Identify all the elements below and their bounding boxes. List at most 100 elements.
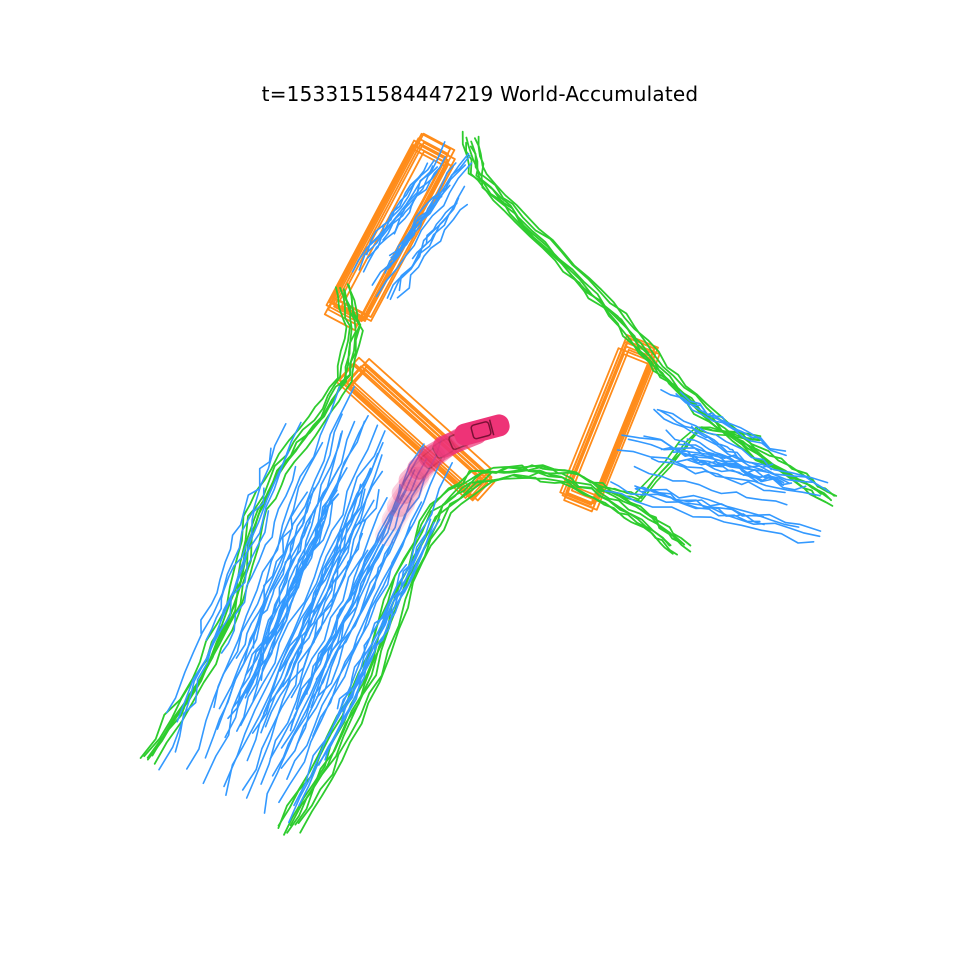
lane-divider-line bbox=[236, 501, 334, 732]
lane-divider-line bbox=[186, 441, 324, 770]
lane-divider-line bbox=[365, 159, 436, 256]
car-body bbox=[381, 479, 423, 531]
road-boundary-line bbox=[477, 135, 838, 497]
ego-vehicle-ghost bbox=[386, 466, 430, 518]
car-cabin bbox=[470, 421, 492, 440]
lane-divider-line bbox=[246, 488, 366, 762]
car-windshield bbox=[413, 466, 428, 479]
road-boundary-line bbox=[139, 286, 348, 759]
lane-divider-line bbox=[388, 162, 457, 257]
car-body bbox=[454, 414, 510, 446]
lane-divider-line bbox=[258, 466, 340, 665]
lane-divider-line bbox=[213, 385, 341, 709]
lane-divider-line bbox=[218, 386, 356, 710]
car-body bbox=[375, 493, 415, 547]
lane-divider-line bbox=[312, 461, 441, 738]
lane-dividers-layer bbox=[158, 141, 830, 824]
road-boundary-line bbox=[146, 288, 353, 759]
lane-divider-line bbox=[244, 430, 344, 677]
lane-divider-line bbox=[384, 195, 443, 274]
lane-divider-line bbox=[684, 399, 787, 457]
figure-title: t=1533151584447219 World-Accumulated bbox=[261, 82, 699, 106]
lane-divider-line bbox=[633, 465, 788, 506]
road-boundary-line bbox=[469, 145, 834, 507]
car-windshield bbox=[400, 491, 415, 502]
car-windshield bbox=[488, 419, 495, 436]
lane-divider-line bbox=[390, 164, 467, 259]
road-boundary-line bbox=[277, 466, 671, 829]
lane-divider-line bbox=[336, 563, 408, 710]
lane-divider-line bbox=[396, 203, 469, 299]
lane-divider-line bbox=[398, 197, 460, 292]
lane-divider-line bbox=[653, 408, 764, 471]
lane-divider-line bbox=[341, 546, 422, 712]
car-cabin bbox=[396, 481, 418, 504]
lane-divider-line bbox=[315, 469, 416, 681]
road-boundary-line bbox=[473, 137, 836, 497]
lane-divider-line bbox=[665, 429, 759, 483]
car-cabin bbox=[391, 494, 412, 517]
road-boundary-line bbox=[289, 464, 683, 827]
car-body bbox=[391, 455, 437, 505]
lane-divider-line bbox=[660, 446, 830, 493]
lane-divider-line bbox=[658, 409, 746, 463]
road-boundary-line bbox=[153, 291, 364, 765]
lane-divider-line bbox=[604, 489, 815, 544]
lane-divider-line bbox=[686, 438, 747, 469]
lane-divider-line bbox=[204, 487, 315, 759]
lane-divider-line bbox=[223, 430, 386, 788]
lane-divider-line bbox=[245, 532, 364, 799]
lane-divider-line bbox=[650, 457, 786, 494]
lane-divider-line bbox=[375, 162, 473, 298]
lane-divider-line bbox=[316, 437, 443, 698]
lane-divider-line bbox=[386, 154, 471, 270]
road-boundary-line bbox=[596, 426, 761, 501]
lane-divider-line bbox=[337, 518, 432, 716]
lane-divider-line bbox=[656, 408, 773, 471]
lane-divider-line bbox=[235, 491, 309, 659]
road-boundaries-layer bbox=[139, 130, 838, 836]
ego-vehicle-trail bbox=[375, 414, 510, 547]
road-boundary-line bbox=[461, 130, 822, 495]
lane-divider-line bbox=[239, 424, 379, 727]
lane-divider-line bbox=[166, 422, 287, 714]
lane-divider-line bbox=[641, 489, 800, 528]
lane-divider-line bbox=[174, 510, 270, 753]
ego-vehicle-ghost bbox=[375, 493, 415, 547]
car-cabin bbox=[384, 509, 405, 532]
lane-divider-line bbox=[317, 518, 441, 766]
road-boundary-line bbox=[465, 141, 827, 503]
lane-divider-line bbox=[634, 487, 821, 538]
lane-divider-line bbox=[386, 201, 458, 299]
lane-divider-line bbox=[393, 156, 446, 235]
lane-divider-line bbox=[305, 483, 401, 695]
road-boundary-line bbox=[299, 471, 692, 834]
road-boundary-line bbox=[277, 464, 672, 827]
lane-divider-line bbox=[635, 486, 765, 518]
lane-divider-line bbox=[616, 449, 821, 497]
lane-divider-line bbox=[250, 414, 369, 672]
car-windshield bbox=[406, 478, 421, 490]
ego-vehicle-current bbox=[454, 414, 510, 446]
lane-divider-line bbox=[269, 554, 369, 760]
lane-divider-line bbox=[260, 496, 388, 785]
lane-divider-line bbox=[205, 487, 265, 641]
lane-divider-line bbox=[278, 501, 423, 804]
lane-divider-line bbox=[382, 170, 438, 241]
road-boundary-line bbox=[151, 284, 362, 757]
lane-divider-line bbox=[200, 447, 272, 635]
lane-divider-line bbox=[158, 450, 290, 771]
crosswalk-outline bbox=[570, 348, 656, 503]
car-body bbox=[386, 466, 430, 518]
lane-divider-line bbox=[310, 458, 428, 709]
lane-divider-line bbox=[288, 470, 384, 681]
ego-vehicle-ghost bbox=[381, 479, 423, 531]
ego-vehicle-ghost bbox=[391, 455, 437, 505]
car-windshield bbox=[392, 506, 408, 516]
lane-divider-line bbox=[220, 465, 297, 654]
car-cabin bbox=[402, 469, 425, 492]
lane-divider-line bbox=[679, 391, 787, 452]
lane-divider-line bbox=[225, 441, 384, 797]
crosswalk-outline bbox=[564, 340, 661, 511]
